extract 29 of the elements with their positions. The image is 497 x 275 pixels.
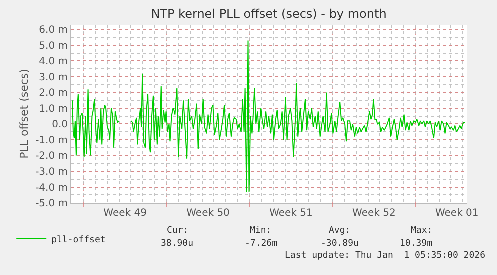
y-tick-label: -4.0 m — [36, 182, 68, 194]
x-tick-label: Week 52 — [352, 208, 396, 219]
legend-label: pll-offset — [52, 235, 106, 246]
text: 10.39m — [400, 239, 433, 249]
text: -30.89u — [321, 239, 359, 249]
text: Avg: — [329, 226, 351, 236]
y-tick-label: 4.0 m — [39, 56, 68, 68]
text: Min: — [250, 226, 272, 236]
y-tick-label: 6.0 m — [39, 25, 68, 36]
text: 38.90u — [161, 239, 194, 249]
x-tick-label: Week 51 — [270, 208, 313, 219]
y-tick-label: 3.0 m — [39, 72, 68, 84]
text: Last update: Thu Jan 1 05:35:00 2026 — [285, 251, 486, 261]
y-tick-label: -5.0 m — [36, 198, 68, 210]
y-tick-label: 5.0 m — [39, 40, 68, 52]
y-tick-label: 2.0 m — [39, 88, 68, 100]
x-tick-label: Week 01 — [435, 208, 479, 219]
y-tick-label: -2.0 m — [36, 151, 68, 162]
text: Cur: — [167, 226, 189, 236]
text: -7.26m — [245, 239, 278, 249]
y-tick-label: 0.0 — [52, 120, 68, 131]
y-axis-title: PLL offset (secs) — [18, 69, 32, 159]
y-tick-label: -3.0 m — [36, 167, 68, 178]
chart-title: NTP kernel PLL offset (secs) - by month — [151, 7, 387, 22]
y-tick-label: -1.0 m — [36, 135, 68, 146]
text: Max: — [411, 226, 433, 236]
x-tick-label: Week 50 — [186, 208, 230, 219]
x-tick-label: Week 49 — [104, 208, 147, 219]
y-tick-label: 1.0 m — [39, 104, 68, 115]
